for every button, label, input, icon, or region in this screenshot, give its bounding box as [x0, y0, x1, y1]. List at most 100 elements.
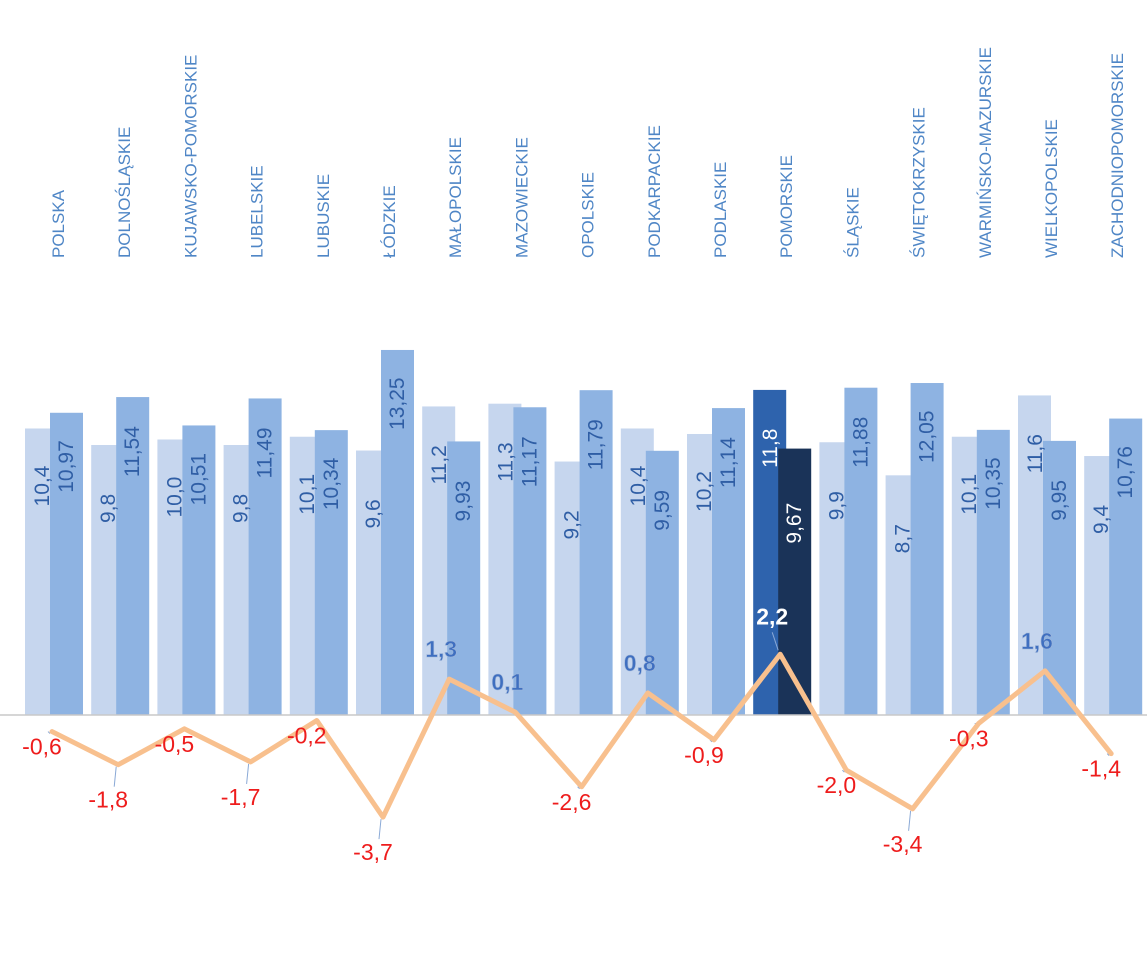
bar-label-series2-3: 10,51: [187, 453, 210, 506]
bar-label-series2-1: 10,97: [55, 440, 78, 493]
category-label-17: ZACHODNIOPOMORSKIE: [1108, 53, 1127, 258]
bar-series2-13: [844, 387, 878, 715]
category-label-3: KUJAWSKO-POMORSKIE: [181, 55, 200, 258]
bar-label-series1-16: 11,6: [1024, 434, 1047, 473]
line-label-13: -2,0: [817, 772, 857, 798]
line-label-4: -1,7: [221, 784, 261, 810]
category-label-5: LUBUSKIE: [314, 174, 333, 258]
category-label-10: PODKARPACKIE: [645, 125, 664, 258]
bar-series2-15: [976, 429, 1010, 715]
bar-label-series2-7: 9,93: [452, 481, 475, 522]
bar-label-series2-15: 10,35: [982, 457, 1005, 510]
bar-label-series1-2: 9,8: [97, 494, 120, 523]
bar-label-series2-6: 13,25: [386, 377, 409, 430]
line-label-9: -2,6: [552, 789, 592, 815]
bar-label-series2-8: 11,17: [518, 436, 541, 487]
leader-line-2: [113, 766, 117, 787]
bar-series2-10: [645, 450, 679, 715]
category-label-6: ŁÓDZKIE: [380, 185, 399, 258]
bar-label-series1-9: 9,2: [561, 510, 584, 539]
line-label-3: -0,5: [155, 731, 195, 757]
bar-series2-14: [910, 383, 944, 715]
bar-label-series2-17: 10,76: [1114, 446, 1137, 499]
category-label-9: OPOLSKIE: [579, 172, 598, 258]
bar-label-series1-1: 10,4: [31, 465, 54, 506]
line-label-14: -3,4: [883, 831, 923, 857]
line-label-2: -1,8: [88, 787, 128, 813]
bar-series2-4: [248, 398, 282, 715]
bar-label-series1-10: 10,4: [627, 465, 650, 506]
bar-label-series1-11: 10,2: [693, 471, 716, 512]
bar-label-series1-13: 9,9: [825, 491, 848, 520]
line-label-6: -3,7: [353, 839, 393, 865]
bar-label-series2-2: 11,54: [121, 426, 144, 477]
bar-label-series1-8: 11,3: [494, 442, 517, 481]
bar-series2-8: [513, 407, 547, 715]
leader-line-14: [908, 810, 912, 831]
leader-line-4: [246, 763, 250, 784]
bar-label-series1-4: 9,8: [230, 494, 253, 523]
bar-label-series2-5: 10,34: [320, 457, 343, 510]
category-label-1: POLSKA: [49, 189, 68, 258]
line-label-15: -0,3: [949, 725, 989, 751]
bar-series2-6: [381, 349, 414, 715]
line-value-labels: -0,6 -1,8 -0,5 -1,7 -0,2 -3,7 1,3 0,1 -2,6 0,8 -0,…: [22, 603, 1121, 865]
category-label-14: ŚWIĘTOKRZYSKIE: [910, 107, 929, 258]
leader-line-13: [842, 769, 845, 773]
bar-label-series2-13: 11,88: [849, 417, 872, 468]
line-label-5: -0,2: [287, 723, 327, 749]
bar-label-series2-14: 12,05: [916, 410, 939, 463]
line-label-12: 2,2: [756, 603, 788, 629]
bar-series2-1: [50, 412, 83, 715]
bar-label-series2-11: 11,14: [717, 437, 740, 488]
line-label-1: -0,6: [22, 734, 62, 760]
leader-line-12: [771, 632, 779, 651]
line-label-7: 1,3: [425, 636, 457, 662]
bar-label-series2-16: 9,95: [1048, 480, 1071, 521]
bar-label-series1-3: 10,0: [163, 477, 186, 518]
bar-label-series1-15: 10,1: [958, 474, 981, 515]
bar-series2-3: [182, 425, 216, 715]
category-label-8: MAZOWIECKIE: [512, 137, 531, 258]
bar-label-series1-17: 9,4: [1090, 505, 1113, 535]
leader-line-9: [577, 786, 580, 790]
bar-series2-16: [1043, 440, 1076, 715]
leader-line-6: [378, 819, 382, 840]
category-label-16: WIELKOPOLSKIE: [1042, 119, 1061, 258]
bar-series2-11: [712, 408, 745, 715]
bar-label-series1-7: 11,2: [428, 445, 451, 484]
category-label-7: MAŁOPOLSKIE: [446, 137, 465, 258]
trend-line: [49, 651, 1114, 820]
line-label-8: 0,1: [491, 669, 523, 695]
line-label-16: 1,6: [1021, 628, 1053, 654]
bar-label-series1-14: 8,7: [892, 524, 915, 553]
category-label-13: ŚLĄSKIE: [843, 187, 862, 258]
leader-line-1: [47, 731, 51, 734]
line-label-11: -0,9: [684, 742, 724, 768]
leader-line-17: [1106, 753, 1110, 756]
line-label-17: -1,4: [1081, 756, 1121, 782]
bar-series2-2: [116, 397, 150, 715]
category-label-12: POMORSKIE: [777, 155, 796, 258]
bar-label-series2-9: 11,79: [585, 419, 608, 470]
bar-label-series1-6: 9,6: [362, 499, 385, 528]
bar-series2-5: [314, 430, 348, 715]
category-label-15: WARMIŃSKO-MAZURSKIE: [976, 47, 995, 258]
bar-label-series2-4: 11,49: [254, 427, 277, 478]
category-label-4: LUBELSKIE: [248, 165, 267, 258]
category-labels: POLSKA DOLNOŚLĄSKIE KUJAWSKO-POMORSKIE LUBE…: [49, 47, 1127, 258]
bar-label-series1-12: 11,8: [759, 429, 782, 468]
bar-label-series2-10: 9,59: [651, 490, 674, 531]
bar-series2-7: [447, 441, 481, 715]
bar-series2-17: [1109, 418, 1143, 715]
bar-label-series1-5: 10,1: [296, 474, 319, 515]
category-label-2: DOLNOŚLĄSKIE: [115, 127, 134, 258]
bar-series2-12: [778, 448, 812, 715]
bar-label-series2-12: 9,67: [783, 503, 806, 544]
series-2-bars: [50, 349, 1143, 715]
bar-series2-9: [579, 390, 613, 715]
category-label-11: PODLASKIE: [711, 162, 730, 258]
line-label-10: 0,8: [624, 650, 656, 676]
